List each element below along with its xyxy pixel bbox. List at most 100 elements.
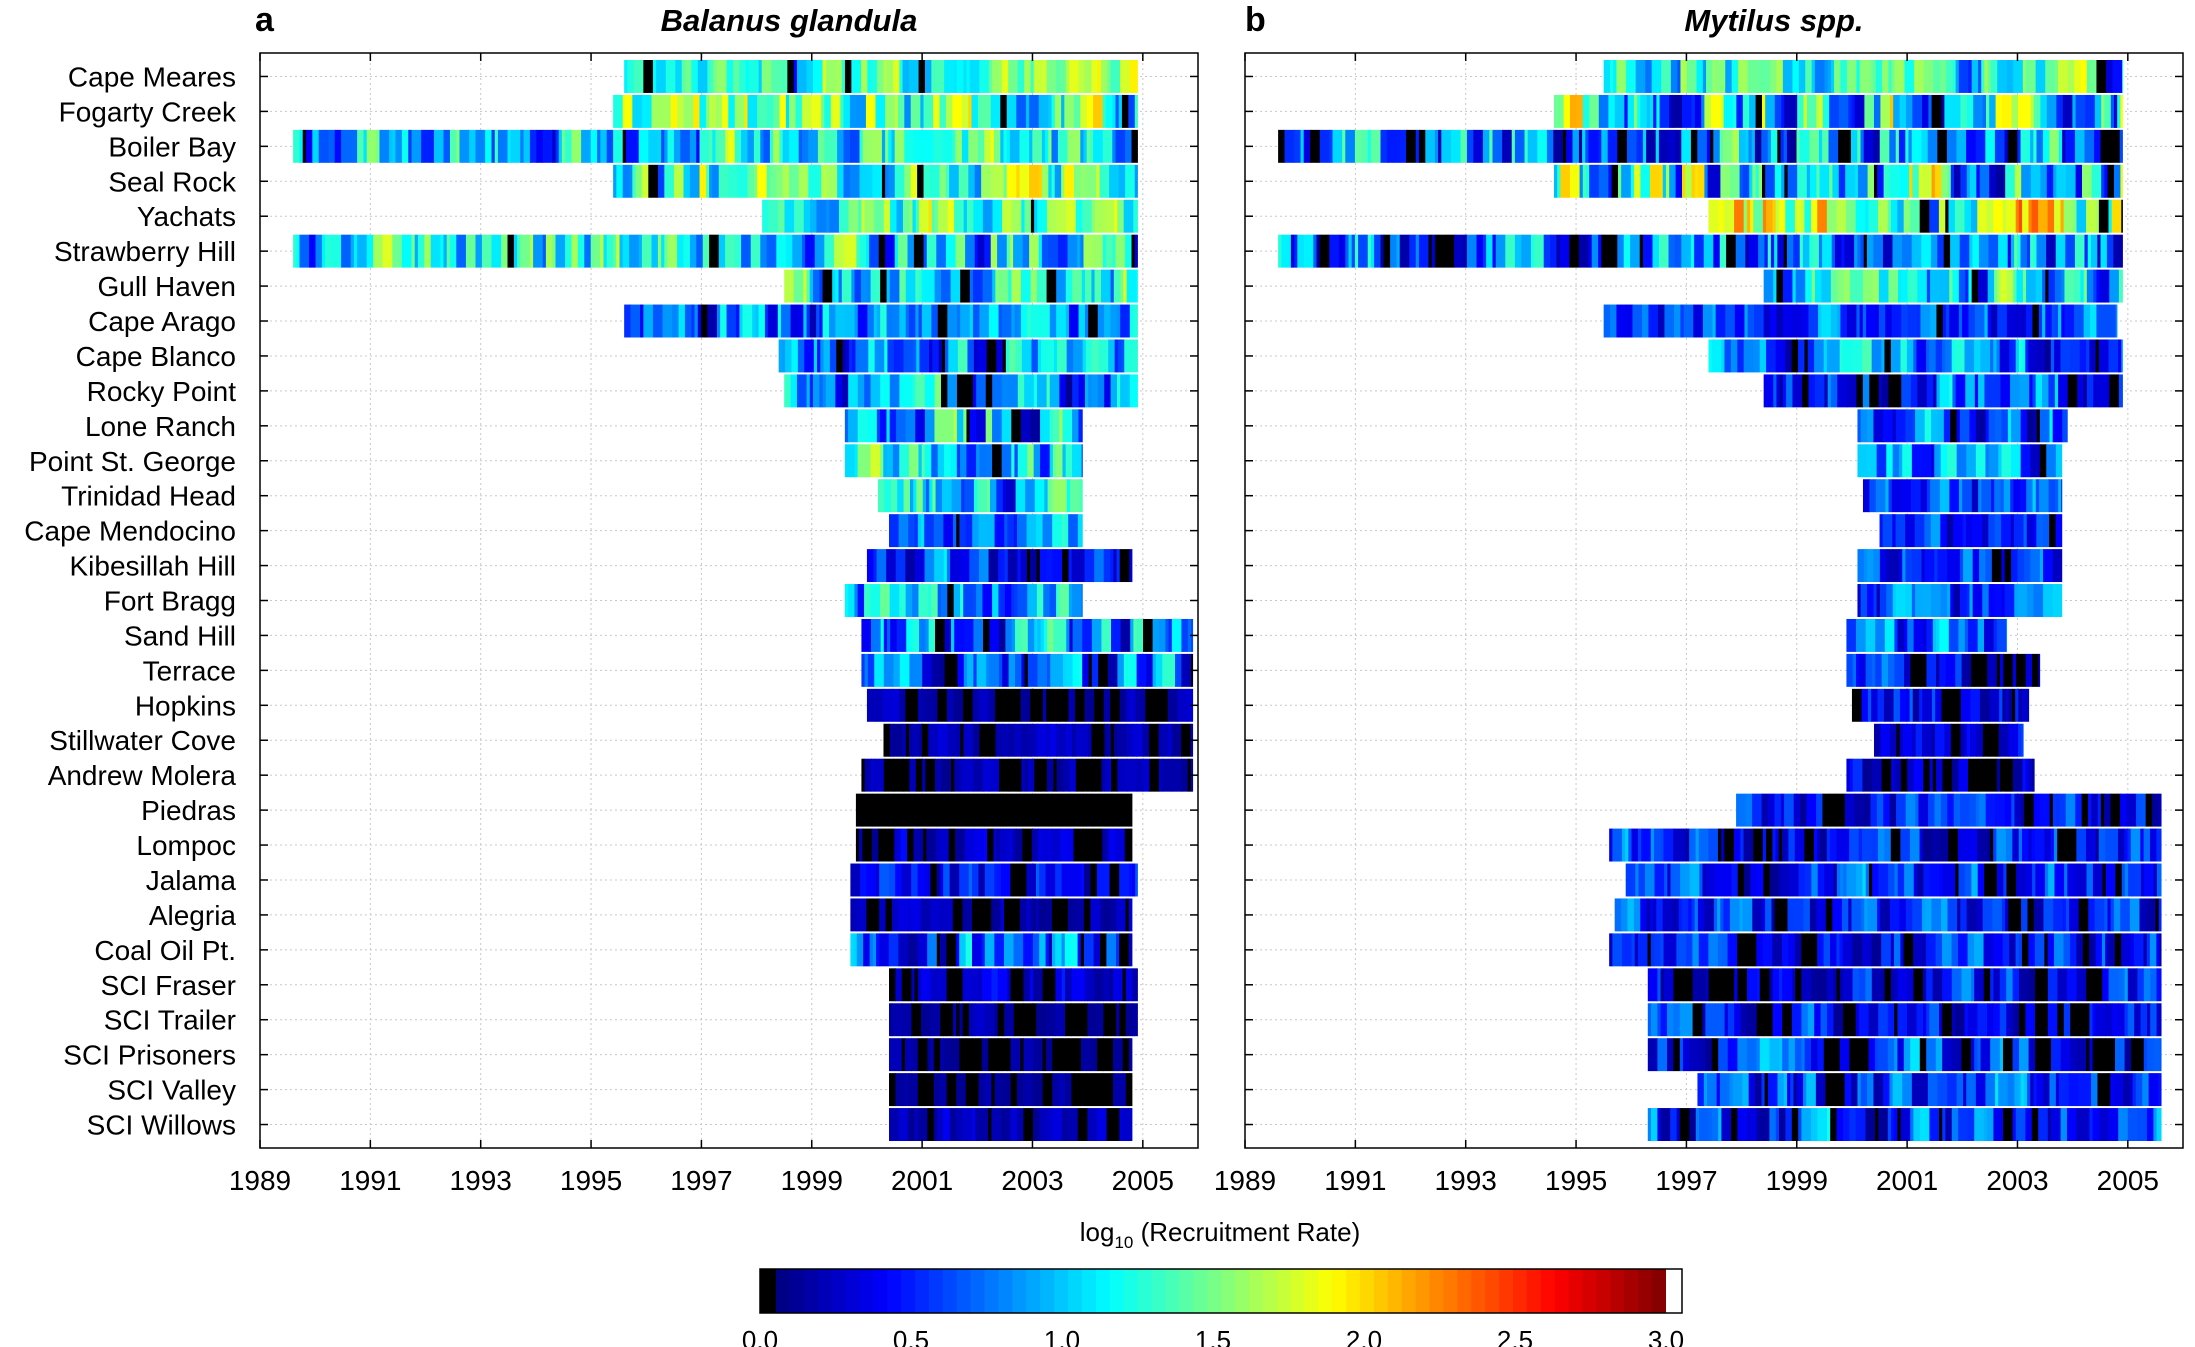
heatmap-cell	[1097, 1003, 1105, 1037]
heatmap-cell	[1958, 304, 1963, 338]
heatmap-cell	[1612, 933, 1623, 967]
heatmap-cell	[1074, 898, 1085, 932]
heatmap-cell	[1761, 793, 1769, 827]
heatmap-cell	[1877, 898, 1881, 932]
heatmap-row	[1697, 1073, 2162, 1107]
heatmap-cell	[1895, 409, 1907, 443]
heatmap-cell	[921, 1003, 932, 1037]
heatmap-cell	[811, 94, 822, 128]
heatmap-cell	[1769, 1038, 1780, 1072]
heatmap-cell	[766, 234, 777, 268]
heatmap-cell	[2092, 1108, 2100, 1141]
heatmap-cell	[1110, 304, 1118, 338]
heatmap-cell	[2010, 479, 2014, 513]
heatmap-cell	[1993, 1003, 2001, 1037]
heatmap-cell	[1037, 723, 1048, 757]
heatmap-cell	[1653, 94, 1657, 128]
heatmap-cell	[1773, 374, 1778, 408]
heatmap-cell	[769, 164, 777, 198]
heatmap-cell	[1013, 514, 1018, 548]
heatmap-cell	[1966, 444, 1977, 478]
heatmap-cell	[1659, 94, 1670, 128]
heatmap-cell	[1897, 1003, 1908, 1037]
heatmap-cell	[1091, 723, 1099, 757]
heatmap-cell	[889, 374, 900, 408]
heatmap-cell	[1905, 129, 1910, 163]
heatmap-cell	[1120, 374, 1131, 408]
heatmap-cell	[2009, 758, 2014, 792]
heatmap-cell	[2070, 1038, 2078, 1072]
heatmap-cell	[1775, 828, 1780, 862]
heatmap-cell	[1636, 129, 1644, 163]
heatmap-row	[624, 60, 1138, 93]
heatmap-cell	[1708, 1108, 1713, 1141]
heatmap-cell	[1975, 129, 1986, 163]
heatmap-cell	[1117, 199, 1125, 233]
heatmap-cell	[990, 234, 998, 268]
heatmap-cell	[1572, 234, 1580, 268]
heatmap-cell	[1136, 618, 1144, 652]
heatmap-cell	[2006, 60, 2014, 93]
heatmap-cell	[1049, 444, 1054, 478]
heatmap-cell	[936, 933, 941, 967]
heatmap-cell	[2034, 968, 2042, 1002]
heatmap-cell	[796, 60, 808, 93]
heatmap-cell	[1604, 234, 1612, 268]
heatmap-cell	[1000, 898, 1005, 932]
heatmap-cell	[1905, 793, 1916, 827]
heatmap-cell	[1447, 234, 1455, 268]
heatmap-cell	[1093, 129, 1104, 163]
heatmap-cell	[1955, 60, 1960, 93]
heatmap-cell	[1098, 653, 1106, 687]
heatmap-cell	[1861, 828, 1873, 862]
heatmap-cell	[1112, 234, 1117, 268]
heatmap-cell	[1966, 1073, 1977, 1107]
heatmap-cell	[2039, 444, 2047, 478]
heatmap-cell	[1829, 94, 1840, 128]
heatmap-cell	[424, 234, 432, 268]
heatmap-cell	[1890, 933, 1895, 967]
heatmap-cell	[985, 1073, 993, 1107]
heatmap-cell	[1762, 199, 1767, 233]
heatmap-cell	[1804, 863, 1812, 897]
heatmap-cell	[2118, 1108, 2122, 1141]
heatmap-cell	[2134, 1003, 2142, 1037]
heatmap-cell	[1921, 94, 1929, 128]
heatmap-cell	[875, 863, 880, 897]
heatmap-cell	[1798, 863, 1806, 897]
heatmap-cell	[1075, 199, 1083, 233]
heatmap-cell	[979, 723, 990, 757]
heatmap-cell	[880, 618, 885, 652]
heatmap-cell	[874, 653, 885, 687]
heatmap-cell	[1048, 234, 1059, 268]
heatmap-cell	[1024, 60, 1032, 93]
heatmap-cell	[1017, 549, 1022, 583]
heatmap-cell	[2088, 793, 2092, 827]
heatmap-cell	[941, 479, 953, 513]
heatmap-cell	[2127, 828, 2132, 862]
heatmap-cell	[854, 584, 859, 617]
heatmap-cell	[1984, 374, 1992, 408]
heatmap-cell	[1892, 514, 1897, 548]
heatmap-cell	[1719, 234, 1727, 268]
heatmap-cell	[1040, 618, 1045, 652]
heatmap-cell	[861, 653, 866, 687]
heatmap-cell	[956, 968, 961, 1002]
heatmap-cell	[1569, 234, 1574, 268]
heatmap-cell	[2050, 828, 2055, 862]
heatmap-cell	[1717, 164, 1721, 198]
heatmap-cell	[1978, 479, 1982, 513]
heatmap-cell	[1110, 60, 1121, 93]
heatmap-cell	[2009, 1108, 2014, 1141]
heatmap-cell	[803, 269, 808, 303]
heatmap-cell	[613, 94, 624, 128]
heatmap-cell	[877, 479, 885, 513]
heatmap-cell	[1572, 129, 1580, 163]
heatmap-cell	[986, 479, 991, 513]
heatmap-cell	[747, 129, 755, 163]
heatmap-cell	[1040, 444, 1051, 478]
heatmap-cell	[1917, 304, 1922, 338]
heatmap-cell	[529, 234, 534, 268]
heatmap-cell	[1035, 898, 1040, 932]
heatmap-cell	[771, 60, 782, 93]
